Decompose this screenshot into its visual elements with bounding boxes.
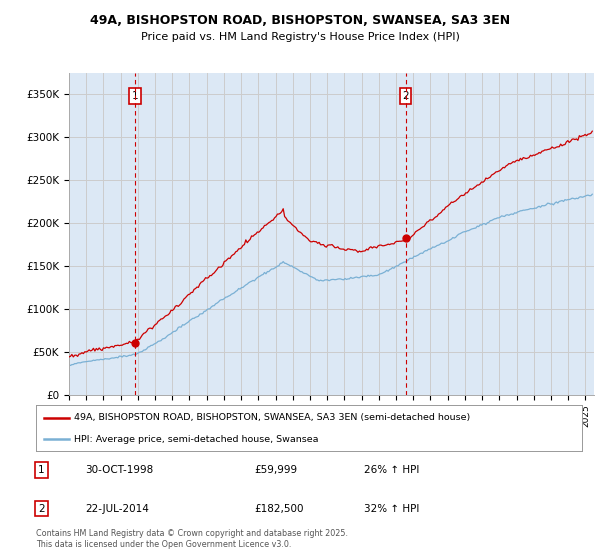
Text: 22-JUL-2014: 22-JUL-2014	[85, 503, 149, 514]
Text: Price paid vs. HM Land Registry's House Price Index (HPI): Price paid vs. HM Land Registry's House …	[140, 32, 460, 43]
Text: £59,999: £59,999	[254, 465, 298, 475]
Text: 2: 2	[402, 91, 409, 101]
Text: 32% ↑ HPI: 32% ↑ HPI	[364, 503, 419, 514]
Text: 26% ↑ HPI: 26% ↑ HPI	[364, 465, 419, 475]
Text: 30-OCT-1998: 30-OCT-1998	[85, 465, 154, 475]
Text: 2: 2	[38, 503, 45, 514]
Text: Contains HM Land Registry data © Crown copyright and database right 2025.
This d: Contains HM Land Registry data © Crown c…	[36, 529, 348, 549]
Text: 1: 1	[131, 91, 138, 101]
Text: £182,500: £182,500	[254, 503, 304, 514]
Text: HPI: Average price, semi-detached house, Swansea: HPI: Average price, semi-detached house,…	[74, 435, 319, 444]
Text: 49A, BISHOPSTON ROAD, BISHOPSTON, SWANSEA, SA3 3EN: 49A, BISHOPSTON ROAD, BISHOPSTON, SWANSE…	[90, 14, 510, 27]
Text: 49A, BISHOPSTON ROAD, BISHOPSTON, SWANSEA, SA3 3EN (semi-detached house): 49A, BISHOPSTON ROAD, BISHOPSTON, SWANSE…	[74, 413, 470, 422]
Text: 1: 1	[38, 465, 45, 475]
